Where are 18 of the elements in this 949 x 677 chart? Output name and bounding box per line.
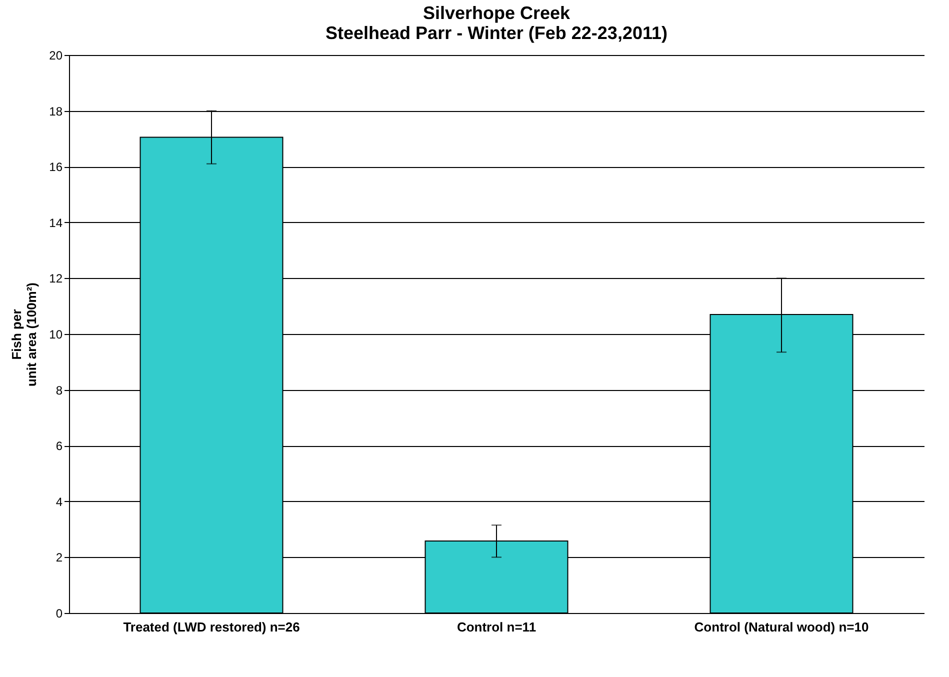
y-tick-label: 2 [56, 550, 63, 565]
text: Steelhead Parr - Winter (Feb 22-23,2011) [326, 23, 668, 43]
x-tick-label: Treated (LWD restored) n=26 [123, 620, 300, 634]
y-tick-label: 12 [49, 272, 63, 286]
y-tick-label: 10 [49, 328, 63, 342]
y-tick-label: 0 [56, 606, 63, 620]
y-tick-label: 18 [49, 104, 63, 118]
text: unit area (100m²) [24, 282, 40, 387]
x-tick-label: Control n=11 [456, 620, 536, 634]
y-tick-label: 8 [56, 383, 63, 398]
y-tick-label: 6 [56, 439, 63, 454]
y-tick-label: 16 [49, 160, 63, 174]
x-tick-label: Control (Natural wood) n=10 [694, 620, 869, 634]
text: Silverhope Creek [422, 3, 570, 23]
text: Fish per [9, 309, 24, 360]
y-tick-label: 4 [56, 494, 63, 509]
y-tick-label: 14 [49, 216, 63, 230]
y-tick-label: 20 [49, 48, 63, 62]
